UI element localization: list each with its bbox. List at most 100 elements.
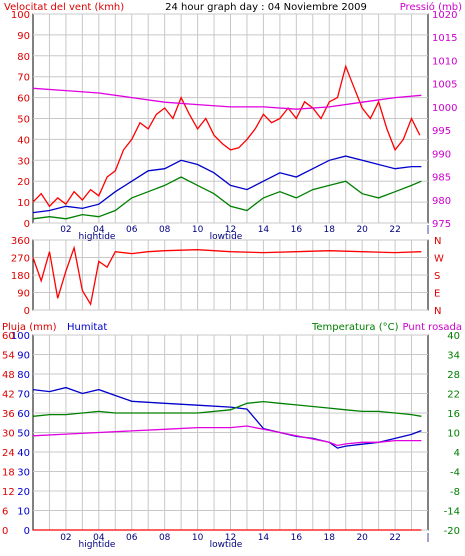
humidity-tick-label: 60: [17, 409, 30, 420]
hour-label-top: 12: [225, 225, 236, 235]
rain-tick-label: 18: [2, 468, 15, 479]
compass-label: W: [434, 254, 444, 265]
hour-label-top: 14: [258, 225, 270, 235]
hour-label-top: 04: [93, 225, 105, 235]
pressure-tick-label: 1015: [432, 33, 457, 44]
humidity-tick-label: 50: [17, 429, 30, 440]
dewpoint-label: Punt rosada: [403, 322, 462, 333]
rain-tick-label: 54: [2, 351, 15, 362]
temperature-tick-label: -4: [450, 468, 460, 479]
temperature-line: [32, 400, 422, 417]
wind-line-0: [32, 64, 421, 208]
pressure-tick-label: 980: [432, 196, 451, 207]
lowtide-label-top: lowtide: [210, 232, 243, 242]
compass-label: E: [434, 289, 440, 300]
wind-tick-label: 30: [17, 156, 30, 167]
wind-line-2: [32, 176, 422, 220]
wind-line-1: [32, 155, 422, 214]
hour-label-bottom: 20: [356, 533, 368, 543]
pressure-tick-label: 990: [432, 149, 451, 160]
humidity-tick-label: 0: [24, 526, 30, 537]
wind-tick-label: 100: [11, 10, 30, 21]
rain-tick-label: 6: [2, 507, 8, 518]
temperature-tick-label: -14: [444, 507, 460, 518]
wind-tick-label: 80: [17, 52, 30, 63]
rain-tick-label: 30: [2, 429, 15, 440]
hour-label-bottom: 10: [192, 533, 204, 543]
direction-line: [32, 245, 422, 306]
pressure-tick-label: 995: [432, 126, 451, 137]
pressure-tick-label: 1010: [432, 56, 457, 67]
lowtide-label-bottom: lowtide: [210, 540, 243, 550]
wind-tick-label: 90: [17, 31, 30, 42]
compass-label: N: [434, 306, 441, 317]
humidity-tick-label: 90: [17, 351, 30, 362]
hour-label-top: 06: [126, 225, 138, 235]
hour-label-top: 16: [291, 225, 303, 235]
humidity-tick-label: 80: [17, 370, 30, 381]
temperature-tick-label: -8: [450, 487, 460, 498]
compass-label: S: [434, 271, 440, 282]
rain-tick-label: 24: [2, 448, 15, 459]
temperature-tick-label: 34: [447, 351, 460, 362]
humidity-tick-label: 10: [17, 507, 30, 518]
pressure-line: [32, 87, 422, 110]
hightide-label-top: hightide: [79, 232, 116, 242]
hour-label-bottom: 18: [324, 533, 336, 543]
direction-tick-label: 270: [11, 254, 30, 265]
hour-label-bottom: |: [426, 533, 429, 543]
rain-tick-label: 36: [2, 409, 15, 420]
pressure-title: Pressió (mb): [400, 1, 462, 13]
temperature-label: Temperatura (°C): [311, 322, 399, 333]
wind-tick-label: 50: [17, 115, 30, 126]
humidity-label: Humitat: [67, 322, 107, 333]
humidity-line: [32, 386, 422, 449]
hour-label-bottom: 14: [258, 533, 270, 543]
rain-tick-label: 42: [2, 390, 15, 401]
dewpoint-line: [32, 425, 422, 447]
temperature-tick-label: 10: [447, 429, 460, 440]
pressure-tick-label: 975: [432, 219, 451, 230]
rain-label: Pluja (mm): [2, 322, 57, 333]
temperature-tick-label: 40: [447, 331, 460, 342]
wind-tick-label: 70: [17, 73, 30, 84]
hour-label-bottom: 02: [60, 533, 71, 543]
pressure-tick-label: 1000: [432, 103, 457, 114]
hour-label-top: |: [426, 225, 429, 235]
rain-tick-label: 12: [2, 487, 15, 498]
wind-tick-label: 20: [17, 177, 30, 188]
pressure-tick-label: 1005: [432, 80, 457, 91]
hour-label-bottom: 16: [291, 533, 303, 543]
direction-tick-label: 360: [11, 236, 30, 247]
humidity-tick-label: 40: [17, 448, 30, 459]
temperature-tick-label: -20: [444, 526, 460, 537]
direction-tick-label: 180: [11, 271, 30, 282]
temperature-tick-label: 16: [447, 409, 460, 420]
hour-label-top: 18: [324, 225, 336, 235]
hour-label-bottom: 04: [93, 533, 105, 543]
wind-speed-title: Velocitat del vent (kmh): [4, 2, 124, 13]
humidity-tick-label: 20: [17, 487, 30, 498]
chart-title: 24 hour graph day : 04 Noviembre 2009: [165, 2, 367, 13]
hour-label-top: 08: [159, 225, 171, 235]
hour-label-bottom: 12: [225, 533, 236, 543]
compass-label: N: [434, 236, 441, 247]
hightide-label-bottom: hightide: [79, 540, 116, 550]
direction-tick-label: 0: [24, 306, 30, 317]
hour-label-top: 20: [356, 225, 368, 235]
direction-tick-label: 90: [17, 289, 30, 300]
humidity-tick-label: 100: [11, 331, 30, 342]
hour-label-top: 22: [389, 225, 400, 235]
wind-tick-label: 0: [24, 219, 30, 230]
rain-tick-label: 60: [2, 331, 15, 342]
hour-label-top: 10: [192, 225, 204, 235]
humidity-tick-label: 30: [17, 468, 30, 479]
series-layer: [32, 64, 422, 531]
humidity-tick-label: 70: [17, 390, 30, 401]
wind-tick-label: 60: [17, 94, 30, 105]
hour-label-bottom: 08: [159, 533, 171, 543]
wind-tick-label: 10: [17, 198, 30, 209]
